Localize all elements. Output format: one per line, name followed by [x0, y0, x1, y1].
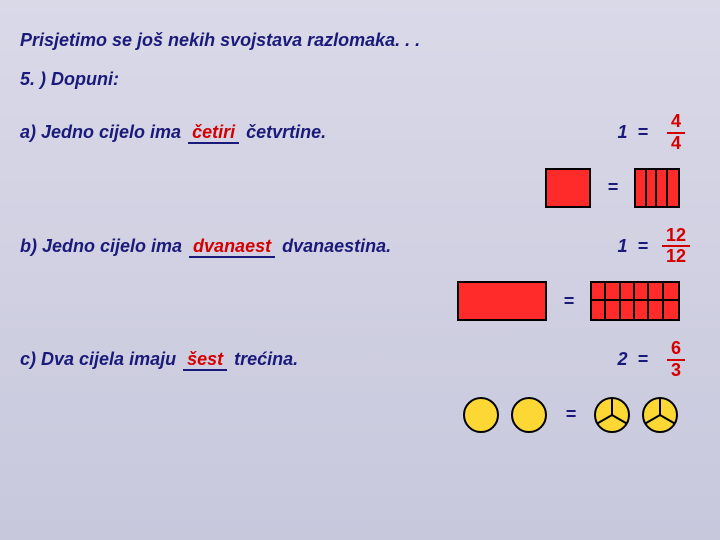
item-a-text1: a) Jedno cijelo ima	[20, 122, 186, 142]
item-c-lhs: 2	[617, 349, 627, 370]
fraction-denominator: 3	[667, 361, 685, 381]
equals-sign: =	[637, 349, 648, 370]
equals-sign: =	[565, 404, 576, 425]
item-c-text2: trećina.	[229, 349, 298, 369]
item-a-answer: četiri	[188, 122, 239, 144]
circles-thirds	[592, 395, 680, 435]
rect-whole	[457, 281, 547, 321]
circles-whole	[461, 395, 549, 435]
item-b-fraction: 12 12	[662, 226, 690, 268]
fraction-denominator: 4	[667, 134, 685, 154]
fraction-numerator: 6	[667, 339, 685, 361]
item-c-fraction: 6 3	[662, 339, 690, 381]
rect-twelfths	[590, 281, 680, 321]
item-b-row: b) Jedno cijelo ima dvanaest dvanaestina…	[20, 226, 700, 268]
circle-thirds-icon	[592, 395, 632, 435]
item-a-lhs: 1	[617, 122, 627, 143]
item-a-text2: četvrtine.	[241, 122, 326, 142]
item-b-lhs: 1	[617, 236, 627, 257]
circle-icon	[509, 395, 549, 435]
item-b-diagram: =	[20, 281, 700, 321]
equals-sign: =	[607, 177, 618, 198]
square-whole	[545, 168, 591, 208]
fraction-numerator: 4	[667, 112, 685, 134]
item-c-equation: 2 = 6 3	[617, 339, 690, 381]
circle-thirds-icon	[640, 395, 680, 435]
task-number: 5. ) Dopuni:	[20, 69, 700, 90]
item-c-row: c) Dva cijela imaju šest trećina. 2 = 6 …	[20, 339, 700, 381]
item-a-fraction: 4 4	[662, 112, 690, 154]
item-c-answer: šest	[183, 349, 227, 371]
item-b-text1: b) Jedno cijelo ima	[20, 236, 187, 256]
item-b-equation: 1 = 12 12	[617, 226, 690, 268]
item-b-text2: dvanaestina.	[277, 236, 391, 256]
item-a-prompt: a) Jedno cijelo ima četiri četvrtine.	[20, 122, 326, 143]
item-a-row: a) Jedno cijelo ima četiri četvrtine. 1 …	[20, 112, 700, 154]
item-b-prompt: b) Jedno cijelo ima dvanaest dvanaestina…	[20, 236, 391, 257]
item-a-equation: 1 = 4 4	[617, 112, 690, 154]
circle-icon	[461, 395, 501, 435]
square-quarters	[634, 168, 680, 208]
item-b-answer: dvanaest	[189, 236, 275, 258]
equals-sign: =	[637, 122, 648, 143]
fraction-numerator: 12	[662, 226, 690, 248]
fraction-denominator: 12	[662, 247, 690, 267]
item-c-prompt: c) Dva cijela imaju šest trećina.	[20, 349, 298, 370]
item-c-text1: c) Dva cijela imaju	[20, 349, 181, 369]
item-c-diagram: =	[20, 395, 700, 435]
equals-sign: =	[637, 236, 648, 257]
page-title: Prisjetimo se još nekih svojstava razlom…	[20, 30, 700, 51]
item-a-diagram: =	[20, 168, 700, 208]
equals-sign: =	[563, 291, 574, 312]
